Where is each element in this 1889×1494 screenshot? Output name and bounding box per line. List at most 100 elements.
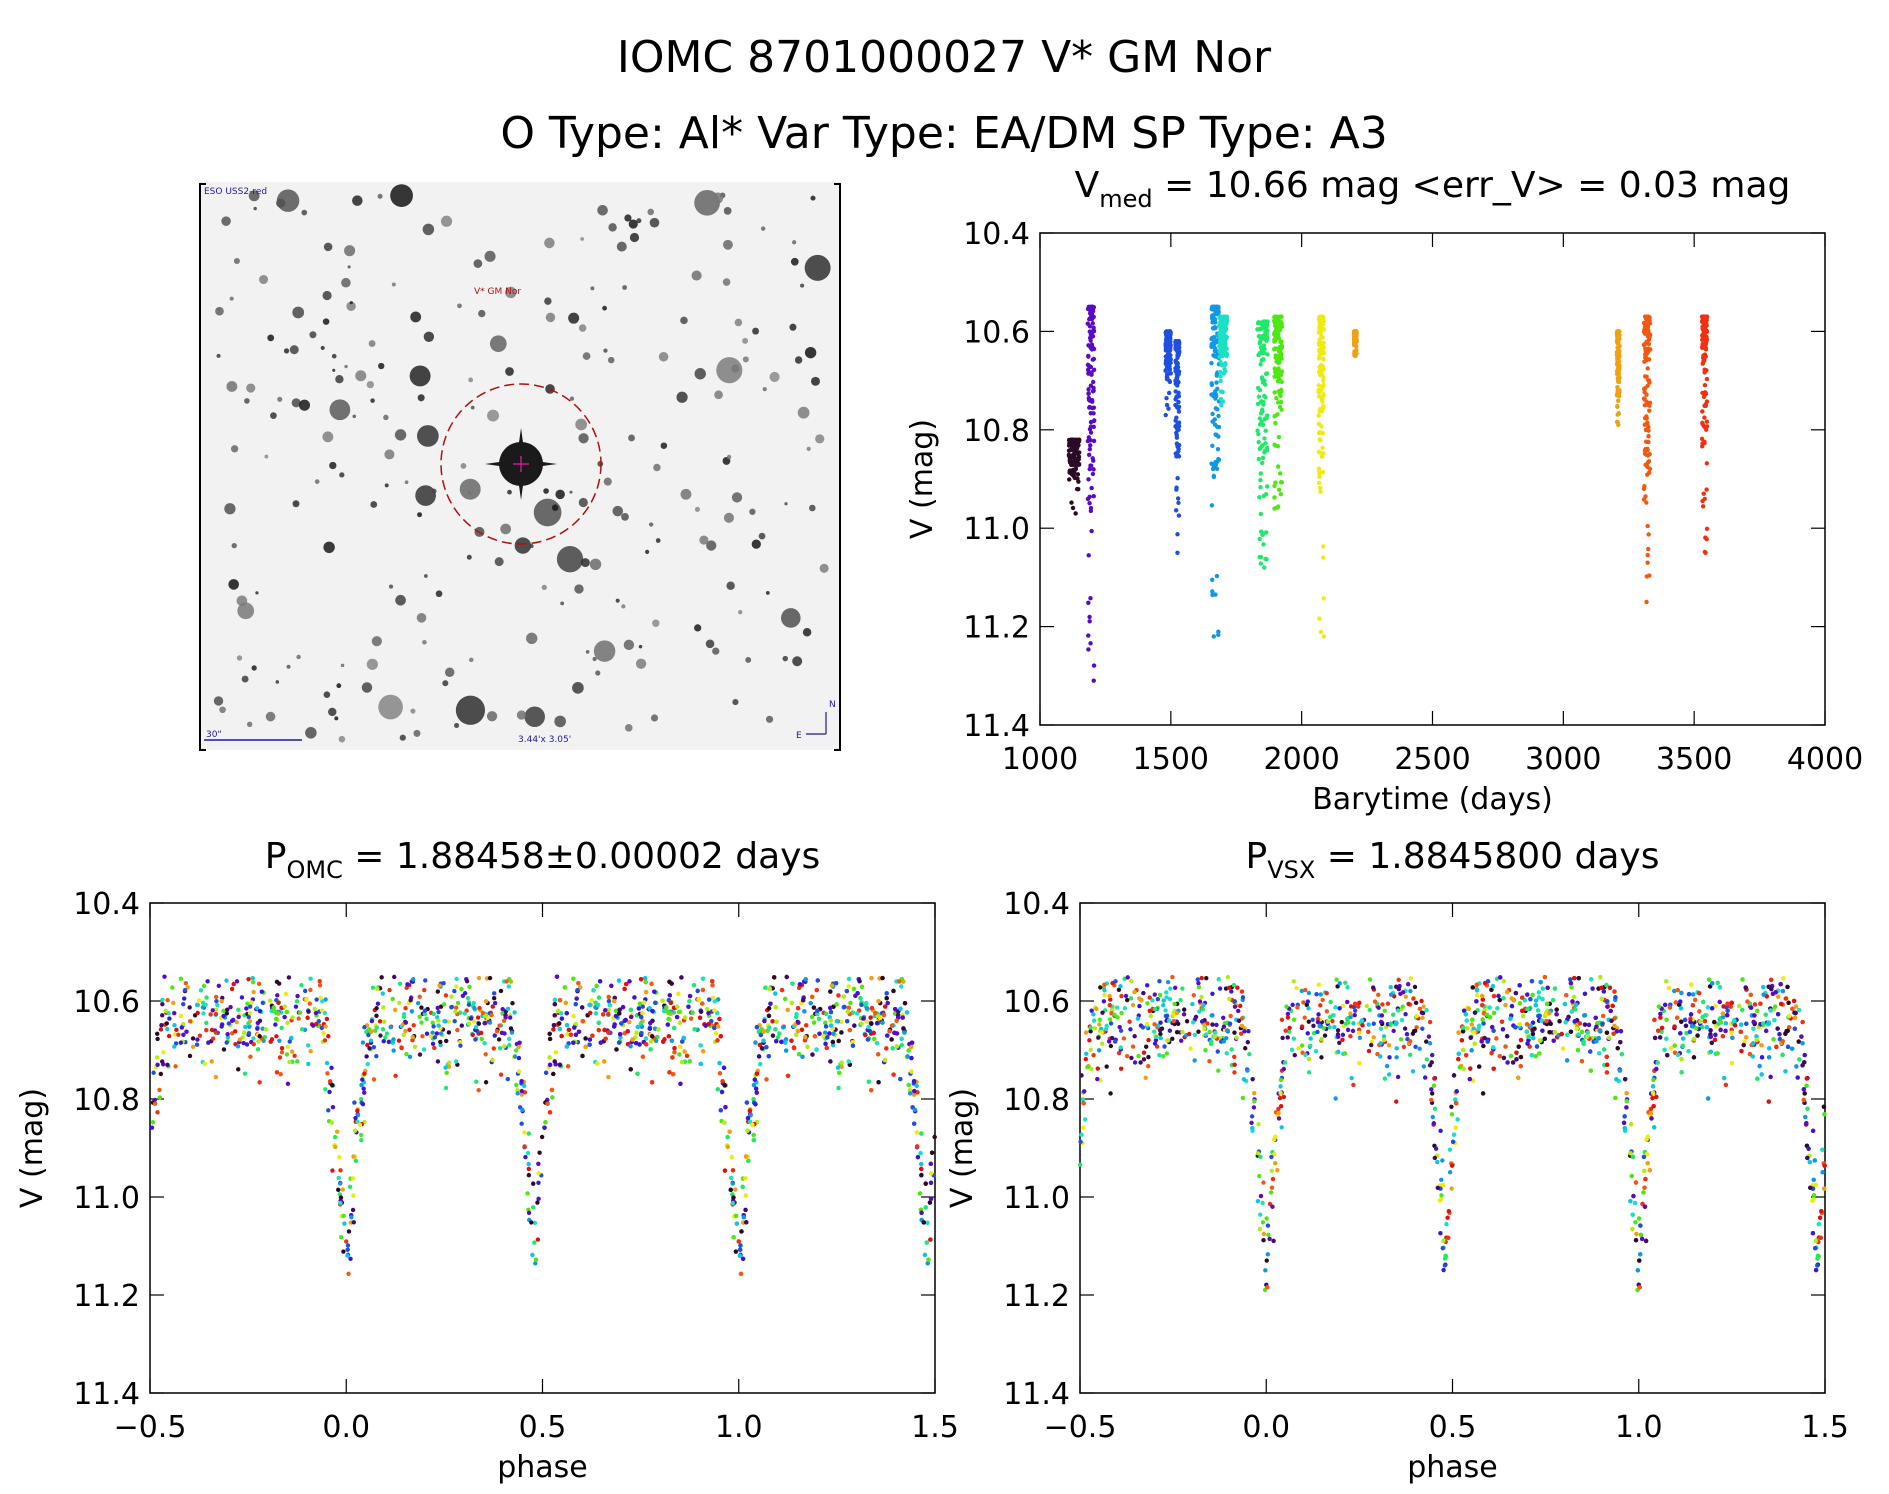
field-star bbox=[556, 546, 584, 573]
data-point bbox=[470, 1032, 475, 1038]
field-star bbox=[422, 639, 427, 645]
data-point bbox=[712, 1008, 717, 1013]
data-point bbox=[846, 984, 852, 989]
data-point bbox=[640, 1011, 645, 1016]
field-star bbox=[349, 301, 353, 305]
data-point bbox=[185, 985, 190, 990]
data-point bbox=[1157, 979, 1162, 984]
data-point bbox=[282, 1014, 287, 1020]
data-point bbox=[515, 1087, 520, 1093]
data-point bbox=[517, 1040, 522, 1045]
data-point bbox=[606, 1007, 611, 1013]
data-point bbox=[1321, 634, 1327, 639]
data-point bbox=[263, 1027, 269, 1032]
data-cluster bbox=[1272, 314, 1285, 511]
data-point bbox=[224, 1011, 229, 1016]
data-point bbox=[1263, 1268, 1268, 1273]
data-point bbox=[1190, 1020, 1196, 1025]
data-point bbox=[668, 1000, 674, 1006]
data-point bbox=[491, 991, 497, 996]
x-axis-label: phase bbox=[497, 1450, 588, 1485]
data-point bbox=[353, 1158, 359, 1163]
data-point bbox=[914, 1144, 920, 1149]
field-star bbox=[336, 683, 342, 689]
field-star bbox=[457, 303, 462, 309]
data-point bbox=[505, 1076, 511, 1082]
data-point bbox=[836, 1038, 841, 1044]
data-point bbox=[795, 1028, 801, 1034]
field-star bbox=[621, 512, 629, 521]
data-point bbox=[1408, 976, 1414, 981]
data-point bbox=[747, 1119, 753, 1125]
data-point bbox=[172, 1022, 177, 1028]
data-point bbox=[236, 1014, 241, 1020]
data-point bbox=[640, 1054, 646, 1059]
data-point bbox=[1263, 491, 1269, 497]
data-point bbox=[1089, 528, 1094, 534]
data-point bbox=[1087, 500, 1092, 506]
data-point bbox=[333, 1144, 338, 1150]
data-point bbox=[1216, 424, 1222, 430]
data-point bbox=[712, 998, 717, 1004]
data-point bbox=[501, 1018, 507, 1023]
data-point bbox=[1184, 1019, 1190, 1024]
data-point bbox=[537, 1150, 542, 1155]
data-point bbox=[247, 1004, 253, 1009]
data-point bbox=[1191, 993, 1196, 998]
data-point bbox=[245, 1001, 250, 1006]
data-point bbox=[492, 1033, 497, 1038]
data-point bbox=[466, 1002, 472, 1007]
data-point bbox=[1279, 314, 1284, 319]
field-star bbox=[292, 500, 300, 508]
field-star bbox=[378, 362, 385, 370]
data-point bbox=[436, 1023, 441, 1028]
y-tick-label: 10.8 bbox=[1003, 1083, 1070, 1118]
data-point bbox=[1146, 1037, 1151, 1043]
data-point bbox=[1209, 503, 1215, 508]
data-point bbox=[1091, 1052, 1096, 1058]
data-point bbox=[378, 1033, 383, 1038]
data-point bbox=[1773, 990, 1778, 995]
field-star bbox=[255, 591, 259, 595]
field-star bbox=[714, 390, 723, 400]
data-point bbox=[1690, 1003, 1696, 1008]
data-point bbox=[512, 1010, 517, 1015]
data-point bbox=[906, 1082, 911, 1088]
field-star bbox=[368, 340, 376, 348]
data-point bbox=[1256, 394, 1262, 399]
data-point bbox=[596, 1020, 601, 1026]
data-point bbox=[1778, 982, 1783, 987]
data-point bbox=[1259, 407, 1265, 412]
field-star bbox=[388, 584, 394, 589]
data-point bbox=[1083, 1056, 1088, 1062]
target-circle bbox=[440, 383, 602, 545]
data-point bbox=[1073, 443, 1078, 449]
field-star bbox=[298, 399, 311, 411]
data-point bbox=[1195, 977, 1200, 982]
data-point bbox=[203, 1002, 208, 1008]
data-point bbox=[713, 1031, 719, 1036]
data-point bbox=[902, 1030, 907, 1035]
data-point bbox=[1700, 341, 1705, 347]
data-point bbox=[1780, 988, 1786, 994]
data-point bbox=[1321, 378, 1326, 383]
data-point bbox=[1272, 314, 1277, 319]
data-point bbox=[638, 1021, 644, 1026]
data-point bbox=[1091, 663, 1097, 668]
data-point bbox=[620, 1004, 626, 1010]
data-point bbox=[1702, 344, 1708, 350]
data-point bbox=[1691, 992, 1696, 997]
data-point bbox=[205, 979, 210, 984]
field-star bbox=[334, 716, 339, 721]
field-star bbox=[595, 670, 601, 676]
data-point bbox=[473, 1037, 478, 1042]
data-point bbox=[1091, 411, 1096, 416]
data-point bbox=[1273, 1160, 1278, 1166]
data-point bbox=[1155, 1023, 1161, 1028]
y-axis-label: V (mag) bbox=[15, 1088, 50, 1208]
data-point bbox=[722, 1120, 727, 1125]
field-star bbox=[745, 656, 752, 663]
data-point bbox=[317, 978, 322, 984]
field-star bbox=[792, 240, 797, 245]
data-point bbox=[765, 1028, 770, 1033]
